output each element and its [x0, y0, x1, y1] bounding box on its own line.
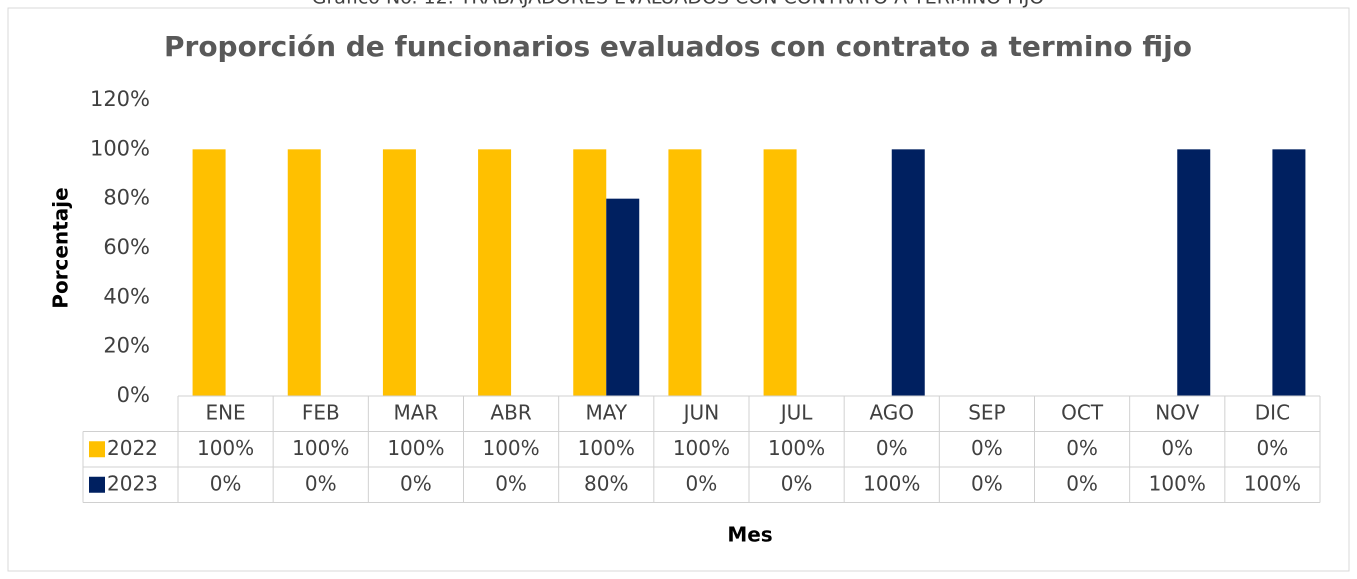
- data-table-value: 0%: [1161, 436, 1193, 460]
- x-tick-label: JUN: [682, 400, 720, 424]
- data-table-value: 0%: [1066, 471, 1098, 495]
- data-table-value: 100%: [482, 436, 539, 460]
- data-table-value: 0%: [495, 471, 527, 495]
- chart-subtitle: Gráfico No. 12. TRABAJADORES EVALUADOS C…: [312, 0, 1045, 9]
- bar: [192, 149, 226, 396]
- y-tick-label: 40%: [103, 284, 150, 308]
- x-tick-label: MAR: [393, 400, 438, 424]
- bar: [287, 149, 321, 396]
- data-table-value: 0%: [1066, 436, 1098, 460]
- y-axis-label: Porcentaje: [49, 187, 73, 308]
- data-table-value: 0%: [876, 436, 908, 460]
- data-table-value: 0%: [400, 471, 432, 495]
- legend-key: [89, 476, 105, 493]
- y-tick-label: 60%: [103, 235, 150, 259]
- legend-label: 2023: [107, 471, 158, 495]
- data-table-value: 100%: [197, 436, 254, 460]
- data-table-value: 0%: [971, 436, 1003, 460]
- bar: [1272, 149, 1306, 396]
- data-table-value: 0%: [686, 471, 718, 495]
- bar: [891, 149, 925, 396]
- data-table-value: 100%: [673, 436, 730, 460]
- y-tick-label: 80%: [103, 186, 150, 210]
- bar: [573, 149, 607, 396]
- x-tick-label: DIC: [1255, 400, 1290, 424]
- data-table-value: 0%: [1257, 436, 1289, 460]
- legend-key: [89, 441, 105, 458]
- chart-title: Proporción de funcionarios evaluados con…: [164, 30, 1192, 63]
- y-tick-label: 100%: [90, 136, 150, 160]
- x-tick-label: MAY: [585, 400, 627, 424]
- x-tick-label: SEP: [968, 400, 1005, 424]
- bar: [1177, 149, 1211, 396]
- bar: [606, 198, 640, 396]
- data-table-value: 100%: [1244, 471, 1301, 495]
- data-table-value: 0%: [305, 471, 337, 495]
- data-table-value: 0%: [781, 471, 813, 495]
- y-tick-label: 20%: [103, 334, 150, 358]
- x-tick-label: AGO: [869, 400, 914, 424]
- data-table-value: 100%: [578, 436, 635, 460]
- bar: [478, 149, 512, 396]
- x-tick-label: ABR: [490, 400, 531, 424]
- data-table-value: 100%: [768, 436, 825, 460]
- y-tick-label: 0%: [117, 383, 150, 407]
- x-tick-label: JUL: [779, 400, 814, 424]
- legend-label: 2022: [107, 436, 158, 460]
- bar: [668, 149, 702, 396]
- x-tick-label: FEB: [302, 400, 340, 424]
- data-table-value: 100%: [863, 471, 920, 495]
- data-table-value: 0%: [971, 471, 1003, 495]
- data-table-value: 100%: [387, 436, 444, 460]
- x-tick-label: OCT: [1061, 400, 1104, 424]
- data-table-value: 0%: [210, 471, 242, 495]
- x-tick-label: NOV: [1155, 400, 1199, 424]
- y-tick-label: 120%: [90, 87, 150, 111]
- bar: [763, 149, 797, 396]
- bar: [382, 149, 416, 396]
- x-tick-label: ENE: [205, 400, 245, 424]
- data-table-value: 100%: [1149, 471, 1206, 495]
- data-table-value: 100%: [292, 436, 349, 460]
- x-axis-label: Mes: [727, 523, 772, 547]
- data-table-value: 80%: [584, 471, 628, 495]
